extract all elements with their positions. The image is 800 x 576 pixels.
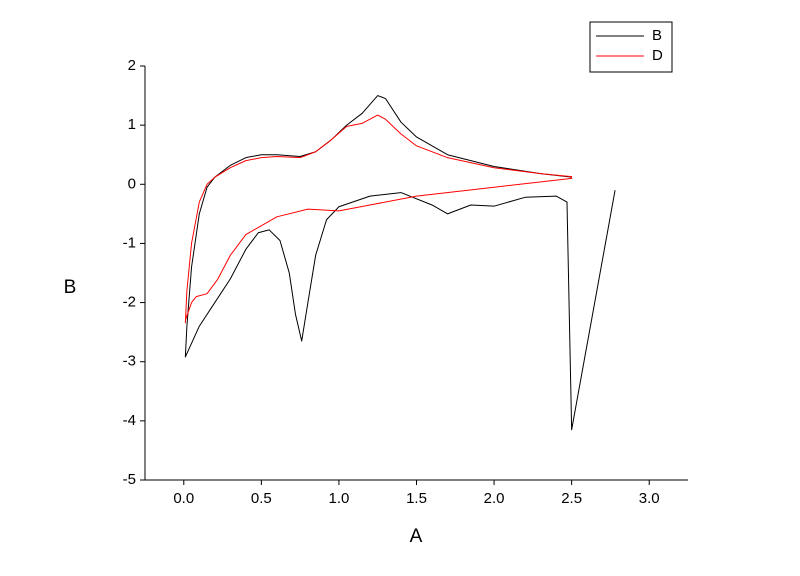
- y-tick-label: -3: [123, 353, 136, 370]
- x-axis-title: A: [410, 526, 423, 547]
- y-tick-label: 2: [128, 57, 136, 74]
- y-tick-label: -1: [123, 234, 136, 251]
- x-tick-label: 2.0: [484, 490, 505, 507]
- y-tick-label: -2: [123, 294, 136, 311]
- legend-label: D: [652, 47, 663, 64]
- legend-label: B: [652, 27, 662, 44]
- y-tick-label: -4: [123, 412, 136, 429]
- x-tick-label: 0.0: [173, 490, 194, 507]
- y-tick-label: -5: [123, 471, 136, 488]
- x-tick-label: 3.0: [639, 490, 660, 507]
- x-tick-label: 1.0: [328, 490, 349, 507]
- y-tick-label: 0: [128, 175, 136, 192]
- y-axis-title: B: [64, 277, 77, 298]
- y-tick-label: 1: [128, 116, 136, 133]
- x-tick-label: 1.5: [406, 490, 427, 507]
- x-tick-label: 0.5: [251, 490, 272, 507]
- legend-box: [589, 21, 673, 73]
- series-line: [184, 95, 616, 431]
- x-tick-label: 2.5: [561, 490, 582, 507]
- series-line: [184, 114, 573, 324]
